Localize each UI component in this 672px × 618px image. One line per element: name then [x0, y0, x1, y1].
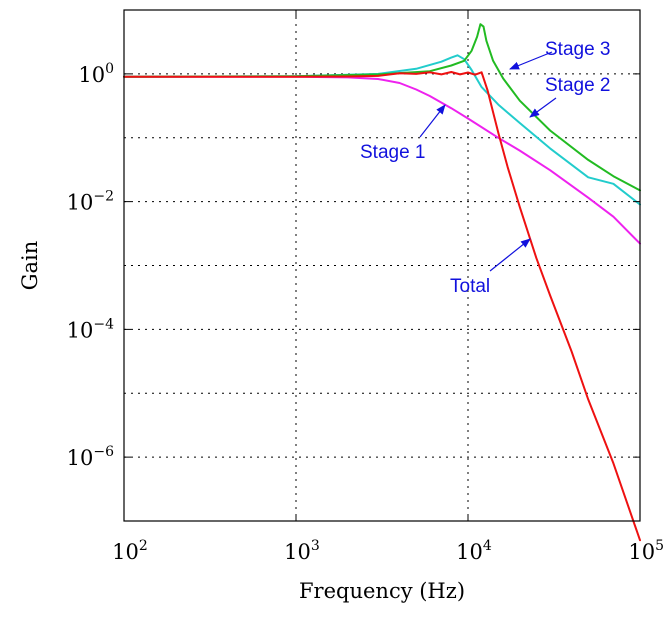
series-line-stage-2: [123, 54, 641, 206]
series-line-stage-3: [123, 23, 641, 192]
x-axis-label: Frequency (Hz): [299, 579, 465, 603]
annotation-label-total: Total: [450, 276, 490, 297]
annotations: Stage 1 Stage 2 Stage 3 Total: [360, 39, 611, 297]
annotation-arrow-total: [489, 238, 531, 272]
annotation-label-stage-1: Stage 1: [360, 142, 426, 163]
annotation-arrow-stage-3: [509, 51, 553, 70]
grid: [124, 10, 640, 521]
annotation-label-stage-3: Stage 3: [545, 39, 611, 60]
x-tick-label: 104: [456, 538, 492, 564]
y-tick-label: 10−4: [67, 316, 114, 342]
annotation-arrow-stage-1: [419, 104, 446, 138]
x-tick-label: 105: [628, 538, 664, 564]
series-line-total: [123, 71, 641, 542]
x-tick-label: 102: [112, 538, 148, 564]
y-axis-label: Gain: [18, 241, 42, 291]
series-line-stage-1: [123, 75, 641, 245]
axis-ticks: 102 103 104 105 100 10−2 10−4 10−6: [67, 10, 664, 564]
y-tick-label: 10−6: [67, 444, 114, 470]
y-tick-label: 10−2: [67, 189, 114, 215]
series-lines: [123, 23, 641, 542]
y-tick-label: 100: [78, 61, 114, 87]
annotation-label-stage-2: Stage 2: [545, 75, 611, 96]
annotation-arrow-stage-2: [529, 97, 557, 118]
x-tick-label: 103: [284, 538, 320, 564]
plot-area-frame: [123, 9, 641, 522]
